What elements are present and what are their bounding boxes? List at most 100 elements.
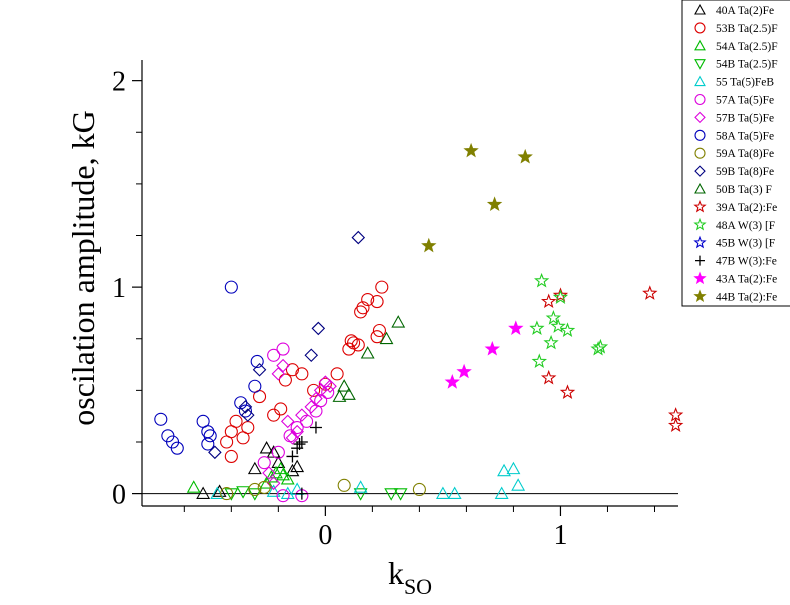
data-point [271, 445, 285, 459]
series-6 [262, 358, 337, 491]
data-point [379, 331, 394, 345]
data-point [540, 369, 557, 385]
legend-marker [694, 22, 706, 34]
data-point [285, 463, 300, 477]
data-point [304, 400, 319, 414]
data-point [506, 461, 521, 475]
data-point [592, 338, 609, 354]
data-point [290, 424, 304, 439]
data-point [248, 482, 262, 497]
legend-marker [693, 217, 707, 231]
data-point [259, 476, 274, 489]
data-point [280, 414, 295, 429]
data-point [444, 374, 460, 389]
data-point [201, 425, 215, 439]
legend-label: 57A Ta(5)Fe [716, 95, 774, 107]
data-point [517, 148, 533, 164]
data-point [154, 412, 168, 426]
data-point [250, 354, 264, 369]
data-point [313, 383, 328, 398]
data-point [543, 334, 559, 350]
legend-marker [694, 182, 706, 194]
legend-marker [694, 147, 706, 159]
data-point [283, 429, 297, 443]
data-point [484, 341, 501, 356]
data-point [321, 385, 335, 399]
series-8 [220, 478, 426, 501]
y-tick-label: 0 [112, 480, 126, 511]
data-point [456, 363, 472, 379]
data-point [266, 484, 281, 497]
legend-marker [694, 129, 706, 141]
legend-label: 39A Ta(2):Fe [716, 202, 777, 214]
data-point [511, 478, 526, 491]
legend-marker [694, 165, 706, 177]
data-point [341, 387, 356, 400]
data-point [372, 323, 386, 338]
series-0 [196, 441, 305, 499]
data-point [264, 469, 279, 483]
data-point [224, 488, 239, 501]
data-point [354, 305, 368, 319]
legend-marker [693, 235, 707, 249]
legend-marker [694, 75, 706, 87]
legend-label: 44B Ta(2):Fe [716, 291, 777, 303]
data-point [290, 482, 305, 495]
data-point [384, 488, 399, 501]
data-point [271, 367, 286, 381]
legend-label: 59A Ta(8)Fe [716, 148, 774, 160]
data-point [370, 295, 384, 309]
legend-marker [695, 255, 705, 266]
data-point [236, 486, 251, 499]
legend-marker [693, 271, 707, 285]
y-axis-title: oscilation amplitude, kG [65, 110, 101, 426]
data-point [262, 466, 276, 480]
data-point [559, 322, 576, 337]
data-point [293, 438, 306, 451]
data-point [550, 318, 566, 333]
data-point [286, 450, 299, 463]
data-point [412, 482, 426, 497]
legend-label: 57B Ta(5)Fe [716, 112, 774, 124]
data-point [274, 402, 288, 416]
data-point [276, 358, 290, 373]
data-point [267, 348, 281, 362]
data-point [248, 379, 262, 393]
series-16 [421, 142, 533, 253]
x-tick-label: 0 [318, 520, 332, 551]
legend-marker [694, 111, 706, 124]
data-point [259, 441, 274, 454]
data-point [295, 435, 308, 448]
data-point [344, 334, 358, 348]
data-point [435, 486, 450, 499]
data-point [295, 367, 309, 381]
data-point [534, 272, 550, 288]
data-point [212, 484, 227, 497]
data-point [337, 379, 352, 392]
data-point [667, 417, 684, 432]
data-point [224, 280, 238, 294]
data-point [247, 461, 262, 475]
data-point [353, 480, 368, 493]
series-11 [540, 285, 684, 432]
data-point [351, 230, 366, 245]
data-point [351, 338, 365, 352]
data-point [552, 289, 569, 304]
data-point [238, 404, 252, 418]
data-point [276, 342, 290, 356]
data-point [309, 391, 323, 406]
data-point [356, 301, 370, 315]
data-point [375, 280, 389, 294]
data-point [337, 478, 351, 492]
data-point [529, 320, 545, 335]
legend-label: 50B Ta(3) F [716, 184, 772, 196]
series-9 [208, 230, 366, 460]
legend-marker [694, 59, 706, 70]
data-point [497, 463, 511, 477]
legend-label: 59B Ta(8)Fe [716, 166, 774, 178]
data-point [323, 379, 337, 394]
data-point [360, 346, 375, 359]
x-axis-title: kSO [388, 555, 432, 599]
series-2 [186, 461, 295, 493]
